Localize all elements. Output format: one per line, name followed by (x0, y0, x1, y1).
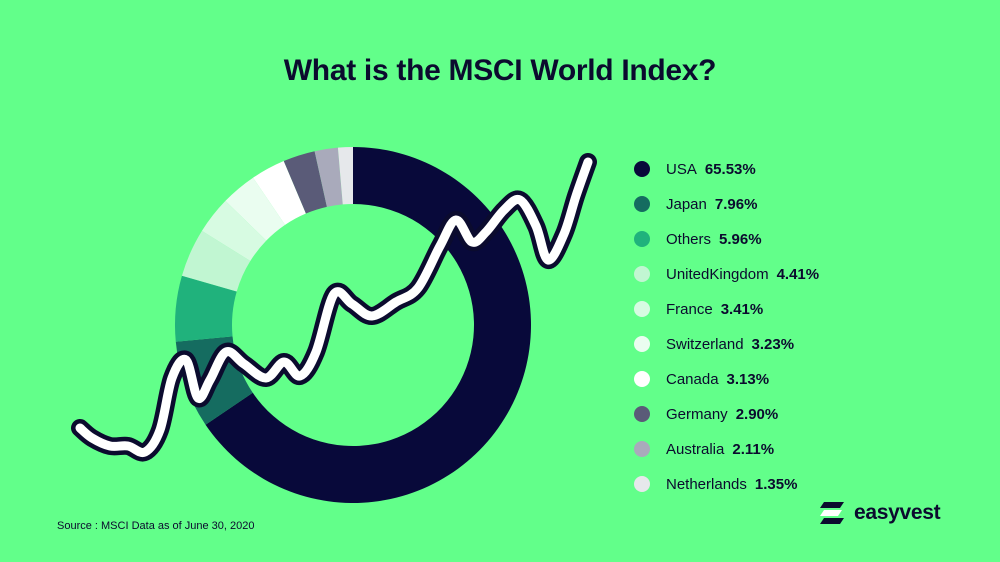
donut-slice-netherlands (337, 147, 353, 205)
legend-swatch (634, 336, 650, 352)
legend-swatch (634, 301, 650, 317)
legend-value: 3.23% (751, 335, 795, 353)
legend-item-others: Others 5.96% (634, 222, 762, 256)
legend-label: Germany (666, 405, 728, 423)
donut-slice-france (201, 200, 267, 262)
legend-value: 2.11% (732, 440, 775, 458)
donut-slice-canada (253, 161, 306, 225)
legend-label: Japan (666, 195, 707, 213)
legend-swatch (634, 406, 650, 422)
legend-value: 3.13% (726, 370, 770, 388)
legend-label: France (666, 300, 713, 318)
legend-swatch (634, 196, 650, 212)
legend-swatch (634, 231, 650, 247)
legend-item-france: France 3.41% (634, 292, 763, 326)
legend-item-australia: Australia 2.11% (634, 432, 774, 466)
legend-item-unitedkingdom: UnitedKingdom 4.41% (634, 257, 819, 291)
legend-swatch (634, 476, 650, 492)
legend-label: Australia (666, 440, 725, 458)
legend-item-germany: Germany 2.90% (634, 397, 778, 431)
legend-label: UnitedKingdom (666, 265, 769, 283)
page-title: What is the MSCI World Index? (283, 54, 717, 87)
legend-swatch (634, 441, 650, 457)
trend-line-fill (75, 157, 593, 458)
legend-item-canada: Canada 3.13% (634, 362, 769, 396)
decorative-trend-line (71, 153, 597, 462)
legend-value: 3.41% (720, 300, 764, 318)
legend-label: USA (666, 160, 697, 178)
easyvest-logo-icon (820, 502, 844, 524)
legend-swatch (634, 266, 650, 282)
donut-slice-germany (283, 151, 327, 214)
legend-swatch (634, 161, 650, 177)
donut-slice-australia (314, 147, 343, 207)
legend-value: 1.35% (754, 475, 798, 493)
legend-label: Others (666, 230, 712, 248)
donut-slice-others (175, 275, 237, 342)
source-note: Source : MSCI Data as of June 30, 2020 (57, 520, 255, 532)
legend-swatch (634, 371, 650, 387)
legend-item-netherlands: Netherlands 1.35% (634, 467, 797, 501)
legend-label: Switzerland (666, 335, 744, 353)
legend-value: 7.96% (714, 195, 758, 213)
legend-item-switzerland: Switzerland 3.23% (634, 327, 794, 361)
brand-name: easyvest (854, 501, 941, 524)
legend-item-usa: USA 65.53% (634, 152, 756, 186)
legend-value: 2.90% (735, 405, 779, 423)
donut-slice-switzerland (225, 177, 286, 241)
donut-slice-unitedkingdom (181, 230, 251, 292)
legend-value: 5.96% (719, 230, 762, 248)
legend-item-japan: Japan 7.96% (634, 187, 757, 221)
brand-logo: easyvest (818, 500, 941, 526)
legend-label: Canada (666, 370, 719, 388)
legend-label: Netherlands (666, 475, 747, 493)
legend-value: 4.41% (776, 265, 820, 283)
legend-value: 65.53% (704, 160, 756, 178)
